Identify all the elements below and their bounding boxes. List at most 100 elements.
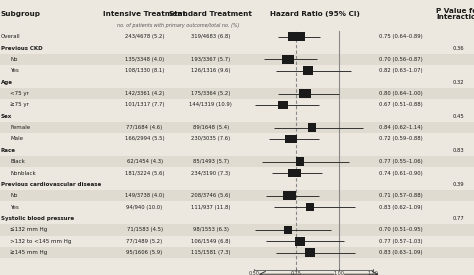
Text: 94/940 (10.0): 94/940 (10.0) <box>127 205 163 210</box>
Text: 101/1317 (7.7): 101/1317 (7.7) <box>125 102 164 107</box>
Text: Interaction: Interaction <box>436 14 474 20</box>
Text: Previous cardiovascular disease: Previous cardiovascular disease <box>1 182 101 187</box>
Text: 149/3738 (4.0): 149/3738 (4.0) <box>125 193 164 198</box>
Text: 175/3364 (5.2): 175/3364 (5.2) <box>191 91 231 96</box>
Text: 0.83 (0.63–1.09): 0.83 (0.63–1.09) <box>379 250 423 255</box>
Text: P Value for: P Value for <box>437 8 474 14</box>
Text: Race: Race <box>1 148 16 153</box>
Text: 108/1330 (8.1): 108/1330 (8.1) <box>125 68 164 73</box>
Text: 142/3361 (4.2): 142/3361 (4.2) <box>125 91 164 96</box>
Text: 230/3035 (7.6): 230/3035 (7.6) <box>191 136 230 141</box>
Bar <box>288 169 301 177</box>
Text: 77/1489 (5.2): 77/1489 (5.2) <box>127 239 163 244</box>
Text: ≥145 mm Hg: ≥145 mm Hg <box>10 250 48 255</box>
Bar <box>306 203 314 211</box>
Text: 0.84 (0.62–1.14): 0.84 (0.62–1.14) <box>379 125 423 130</box>
Bar <box>305 248 315 257</box>
Text: Hazard Ratio (95% CI): Hazard Ratio (95% CI) <box>270 11 360 17</box>
Bar <box>283 191 296 200</box>
Text: 243/4678 (5.2): 243/4678 (5.2) <box>125 34 164 39</box>
Text: 111/937 (11.8): 111/937 (11.8) <box>191 205 231 210</box>
Text: No: No <box>10 57 18 62</box>
Text: 0.36: 0.36 <box>453 46 465 51</box>
Text: Sex: Sex <box>1 114 12 119</box>
Text: 115/1581 (7.3): 115/1581 (7.3) <box>191 250 231 255</box>
Text: 106/1549 (6.8): 106/1549 (6.8) <box>191 239 231 244</box>
Text: 0.75 (0.64–0.89): 0.75 (0.64–0.89) <box>379 34 423 39</box>
Bar <box>299 89 311 98</box>
Text: Overall: Overall <box>1 34 20 39</box>
Text: 0.70 (0.56–0.87): 0.70 (0.56–0.87) <box>379 57 423 62</box>
Text: 166/2994 (5.5): 166/2994 (5.5) <box>125 136 164 141</box>
FancyBboxPatch shape <box>0 247 474 258</box>
Text: 0.82 (0.63–1.07): 0.82 (0.63–1.07) <box>379 68 423 73</box>
Text: ≥75 yr: ≥75 yr <box>10 102 29 107</box>
Text: Age: Age <box>1 80 13 85</box>
Text: 181/3224 (5.6): 181/3224 (5.6) <box>125 170 164 175</box>
Text: 135/3348 (4.0): 135/3348 (4.0) <box>125 57 164 62</box>
FancyBboxPatch shape <box>0 88 474 99</box>
Text: 0.77 (0.57–1.03): 0.77 (0.57–1.03) <box>379 239 423 244</box>
FancyBboxPatch shape <box>0 224 474 236</box>
Text: 0.67 (0.51–0.88): 0.67 (0.51–0.88) <box>379 102 423 107</box>
Text: 89/1648 (5.4): 89/1648 (5.4) <box>193 125 229 130</box>
Text: 0.77: 0.77 <box>453 216 465 221</box>
Text: 0.71 (0.57–0.88): 0.71 (0.57–0.88) <box>379 193 423 198</box>
Text: 0.32: 0.32 <box>453 80 465 85</box>
Text: 126/1316 (9.6): 126/1316 (9.6) <box>191 68 231 73</box>
Text: 193/3367 (5.7): 193/3367 (5.7) <box>191 57 230 62</box>
Text: 0.80 (0.64–1.00): 0.80 (0.64–1.00) <box>379 91 423 96</box>
Text: 0.45: 0.45 <box>453 114 465 119</box>
Text: 0.77 (0.55–1.06): 0.77 (0.55–1.06) <box>379 159 423 164</box>
FancyBboxPatch shape <box>0 122 474 133</box>
Text: 0.70 (0.51–0.95): 0.70 (0.51–0.95) <box>379 227 423 232</box>
Text: 98/1553 (6.3): 98/1553 (6.3) <box>193 227 229 232</box>
Bar <box>288 32 305 41</box>
Text: 208/3746 (5.6): 208/3746 (5.6) <box>191 193 231 198</box>
Text: 85/1493 (5.7): 85/1493 (5.7) <box>193 159 229 164</box>
Text: 71/1583 (4.5): 71/1583 (4.5) <box>127 227 163 232</box>
Bar <box>296 157 304 166</box>
Bar <box>308 123 316 132</box>
Text: ≤132 mm Hg: ≤132 mm Hg <box>10 227 48 232</box>
Text: 1.20: 1.20 <box>368 271 379 275</box>
Text: Subgroup: Subgroup <box>1 11 41 17</box>
Bar <box>278 101 288 109</box>
Text: Female: Female <box>10 125 30 130</box>
Bar <box>295 237 305 246</box>
Text: Previous CKD: Previous CKD <box>1 46 43 51</box>
Text: 0.39: 0.39 <box>453 182 465 187</box>
Text: 1.00: 1.00 <box>334 271 345 275</box>
Text: Nonblack: Nonblack <box>10 170 36 175</box>
Bar <box>283 226 292 234</box>
Text: >132 to <145 mm Hg: >132 to <145 mm Hg <box>10 239 72 244</box>
Text: 0.72 (0.59–0.88): 0.72 (0.59–0.88) <box>379 136 423 141</box>
Text: 0.74 (0.61–0.90): 0.74 (0.61–0.90) <box>379 170 423 175</box>
Text: 0.83 (0.62–1.09): 0.83 (0.62–1.09) <box>379 205 423 210</box>
Text: Yes: Yes <box>10 68 19 73</box>
Text: 0.83: 0.83 <box>453 148 465 153</box>
FancyBboxPatch shape <box>0 54 474 65</box>
Text: Black: Black <box>10 159 25 164</box>
Text: 0.50: 0.50 <box>248 271 259 275</box>
Text: Yes: Yes <box>10 205 19 210</box>
Text: Standard Treatment: Standard Treatment <box>170 11 252 17</box>
Text: Intensive Treatment: Intensive Treatment <box>103 11 186 17</box>
Text: No: No <box>10 193 18 198</box>
Text: 62/1454 (4.3): 62/1454 (4.3) <box>127 159 163 164</box>
Text: 77/1684 (4.6): 77/1684 (4.6) <box>127 125 163 130</box>
FancyBboxPatch shape <box>0 156 474 167</box>
Text: Systolic blood pressure: Systolic blood pressure <box>1 216 74 221</box>
Text: 234/3190 (7.3): 234/3190 (7.3) <box>191 170 230 175</box>
Text: 95/1606 (5.9): 95/1606 (5.9) <box>127 250 163 255</box>
Bar <box>285 135 297 143</box>
Text: 0.75: 0.75 <box>291 271 302 275</box>
Bar <box>303 67 313 75</box>
FancyBboxPatch shape <box>0 190 474 202</box>
Bar <box>282 55 294 64</box>
Text: 144/1319 (10.9): 144/1319 (10.9) <box>190 102 232 107</box>
Text: 319/4683 (6.8): 319/4683 (6.8) <box>191 34 231 39</box>
Text: no. of patients with primary outcome/total no. (%): no. of patients with primary outcome/tot… <box>117 23 239 28</box>
Text: Male: Male <box>10 136 23 141</box>
Text: <75 yr: <75 yr <box>10 91 29 96</box>
